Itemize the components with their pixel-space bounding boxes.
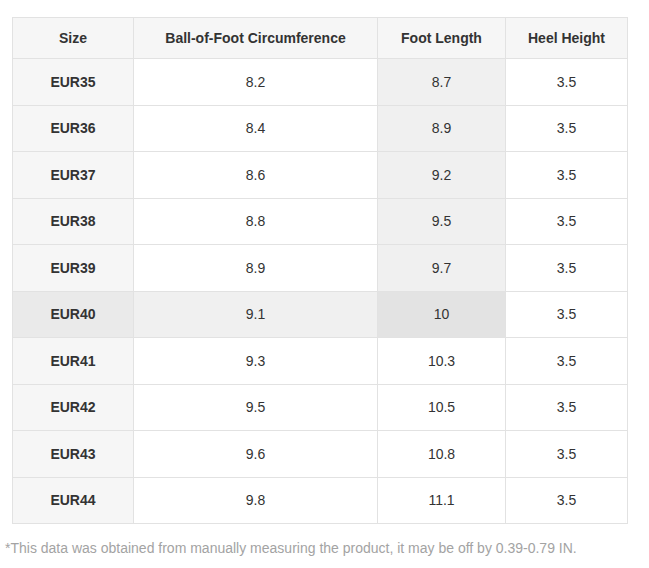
table-row-eur39: EUR398.99.73.5 — [13, 245, 628, 292]
cell-heel_height-eur42[interactable]: 3.5 — [506, 384, 628, 431]
cell-size-eur37[interactable]: EUR37 — [13, 152, 134, 199]
cell-heel_height-eur39[interactable]: 3.5 — [506, 245, 628, 292]
cell-ball_of_foot_circumference-eur39[interactable]: 8.9 — [134, 245, 378, 292]
cell-ball_of_foot_circumference-eur41[interactable]: 9.3 — [134, 338, 378, 385]
cell-size-eur36[interactable]: EUR36 — [13, 105, 134, 152]
table-body: EUR358.28.73.5EUR368.48.93.5EUR378.69.23… — [13, 59, 628, 524]
cell-ball_of_foot_circumference-eur35[interactable]: 8.2 — [134, 59, 378, 106]
cell-foot_length-eur44[interactable]: 11.1 — [378, 477, 506, 524]
cell-foot_length-eur43[interactable]: 10.8 — [378, 431, 506, 478]
table-row-eur35: EUR358.28.73.5 — [13, 59, 628, 106]
size-chart-table: SizeBall-of-Foot CircumferenceFoot Lengt… — [12, 17, 628, 524]
cell-ball_of_foot_circumference-eur44[interactable]: 9.8 — [134, 477, 378, 524]
cell-size-eur42[interactable]: EUR42 — [13, 384, 134, 431]
column-header-foot_length: Foot Length — [378, 18, 506, 59]
cell-size-eur40[interactable]: EUR40 — [13, 291, 134, 338]
column-header-size: Size — [13, 18, 134, 59]
cell-size-eur35[interactable]: EUR35 — [13, 59, 134, 106]
table-row-eur37: EUR378.69.23.5 — [13, 152, 628, 199]
table-row-eur44: EUR449.811.13.5 — [13, 477, 628, 524]
column-header-heel_height: Heel Height — [506, 18, 628, 59]
cell-heel_height-eur35[interactable]: 3.5 — [506, 59, 628, 106]
cell-size-eur43[interactable]: EUR43 — [13, 431, 134, 478]
measurement-disclaimer: *This data was obtained from manually me… — [5, 540, 577, 556]
column-header-ball_of_foot_circumference: Ball-of-Foot Circumference — [134, 18, 378, 59]
cell-size-eur44[interactable]: EUR44 — [13, 477, 134, 524]
size-chart-page: SizeBall-of-Foot CircumferenceFoot Lengt… — [0, 0, 649, 568]
cell-size-eur38[interactable]: EUR38 — [13, 198, 134, 245]
cell-heel_height-eur43[interactable]: 3.5 — [506, 431, 628, 478]
cell-foot_length-eur37[interactable]: 9.2 — [378, 152, 506, 199]
cell-heel_height-eur36[interactable]: 3.5 — [506, 105, 628, 152]
table-row-eur40: EUR409.1103.5 — [13, 291, 628, 338]
header-row: SizeBall-of-Foot CircumferenceFoot Lengt… — [13, 18, 628, 59]
table-header: SizeBall-of-Foot CircumferenceFoot Lengt… — [13, 18, 628, 59]
cell-foot_length-eur39[interactable]: 9.7 — [378, 245, 506, 292]
cell-foot_length-eur41[interactable]: 10.3 — [378, 338, 506, 385]
cell-heel_height-eur41[interactable]: 3.5 — [506, 338, 628, 385]
table-row-eur43: EUR439.610.83.5 — [13, 431, 628, 478]
cell-heel_height-eur37[interactable]: 3.5 — [506, 152, 628, 199]
cell-ball_of_foot_circumference-eur42[interactable]: 9.5 — [134, 384, 378, 431]
cell-heel_height-eur40[interactable]: 3.5 — [506, 291, 628, 338]
cell-foot_length-eur35[interactable]: 8.7 — [378, 59, 506, 106]
table-row-eur42: EUR429.510.53.5 — [13, 384, 628, 431]
table-row-eur38: EUR388.89.53.5 — [13, 198, 628, 245]
cell-ball_of_foot_circumference-eur43[interactable]: 9.6 — [134, 431, 378, 478]
cell-heel_height-eur38[interactable]: 3.5 — [506, 198, 628, 245]
cell-foot_length-eur42[interactable]: 10.5 — [378, 384, 506, 431]
table-row-eur41: EUR419.310.33.5 — [13, 338, 628, 385]
table-row-eur36: EUR368.48.93.5 — [13, 105, 628, 152]
cell-size-eur41[interactable]: EUR41 — [13, 338, 134, 385]
cell-size-eur39[interactable]: EUR39 — [13, 245, 134, 292]
cell-foot_length-eur36[interactable]: 8.9 — [378, 105, 506, 152]
cell-heel_height-eur44[interactable]: 3.5 — [506, 477, 628, 524]
cell-ball_of_foot_circumference-eur36[interactable]: 8.4 — [134, 105, 378, 152]
cell-ball_of_foot_circumference-eur38[interactable]: 8.8 — [134, 198, 378, 245]
cell-foot_length-eur38[interactable]: 9.5 — [378, 198, 506, 245]
cell-foot_length-eur40[interactable]: 10 — [378, 291, 506, 338]
cell-ball_of_foot_circumference-eur40[interactable]: 9.1 — [134, 291, 378, 338]
cell-ball_of_foot_circumference-eur37[interactable]: 8.6 — [134, 152, 378, 199]
